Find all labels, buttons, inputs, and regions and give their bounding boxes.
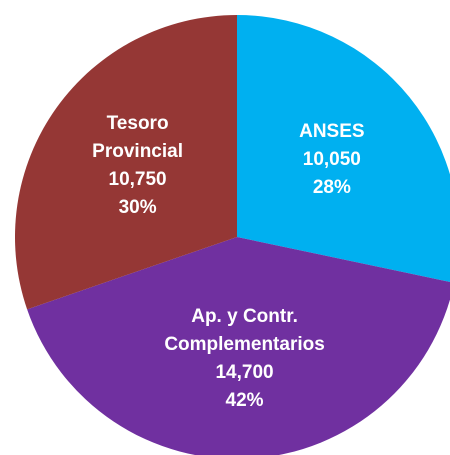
slice-value: 14,700 xyxy=(215,362,273,383)
slice-value: 10,750 xyxy=(109,169,167,190)
slice-value: 10,050 xyxy=(303,149,361,170)
slice-label-line: Ap. y Contr. xyxy=(191,306,298,327)
slice-label-line: ANSES xyxy=(299,121,364,142)
slice-percentage: 30% xyxy=(119,197,157,218)
slice-label-line: Provincial xyxy=(92,141,183,162)
pie-slice xyxy=(237,15,450,282)
slice-label: ANSES xyxy=(299,121,364,142)
pie-slice xyxy=(15,15,238,310)
slice-percentage: 28% xyxy=(313,177,351,198)
slice-percentage: 42% xyxy=(226,390,264,411)
slice-label: Tesoro Provincial xyxy=(92,113,183,162)
slice-label: Ap. y Contr. Complementarios xyxy=(164,306,324,355)
slice-label-line: Tesoro xyxy=(107,113,169,134)
slice-label-line: Complementarios xyxy=(164,334,324,355)
pie-slice xyxy=(27,237,450,455)
